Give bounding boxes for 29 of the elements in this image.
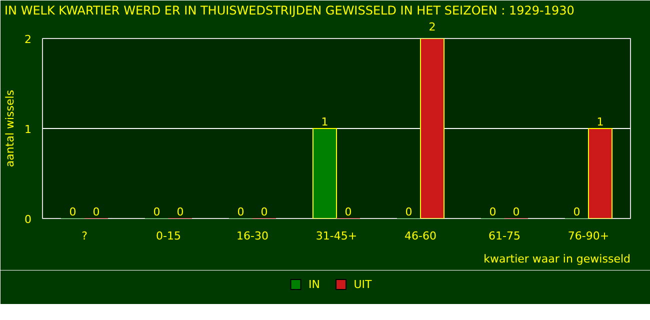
x-axis-title: kwartier waar in gewisseld [484,252,631,266]
x-tick-label: 0-15 [156,230,181,242]
y-tick-label: 1 [24,123,32,136]
legend-label: UIT [354,278,372,291]
data-label: 0 [573,206,580,218]
y-tick-label: 2 [24,33,32,46]
x-tick-label: 16-30 [236,230,268,242]
data-label: 0 [69,206,76,218]
y-tick-label: 0 [24,213,32,226]
chart-title: IN WELK KWARTIER WERD ER IN THUISWEDSTRIJDEN GEWISSELD IN HET SEIZOEN : 1929-1930 [4,4,574,18]
y-axis-title: aantal wissels [4,90,16,168]
x-tick-label: 61-75 [488,230,520,242]
data-label: 0 [344,206,352,218]
x-tick-label: ? [82,230,88,242]
data-label: 2 [428,20,436,34]
data-label: 0 [92,206,100,218]
data-label: 0 [237,206,244,218]
data-label: 1 [321,116,328,128]
data-label: 0 [260,206,268,218]
data-label: 0 [153,206,160,218]
x-tick-label: 31-45+ [316,230,358,242]
data-label: 1 [596,116,604,128]
x-tick-label: 46-60 [404,230,436,242]
data-label: 0 [405,206,412,218]
legend-label: IN [308,278,320,291]
data-label: 0 [489,206,496,218]
data-label: 0 [512,206,520,218]
data-label: 0 [176,206,184,218]
x-tick-label: 76-90+ [568,230,610,242]
